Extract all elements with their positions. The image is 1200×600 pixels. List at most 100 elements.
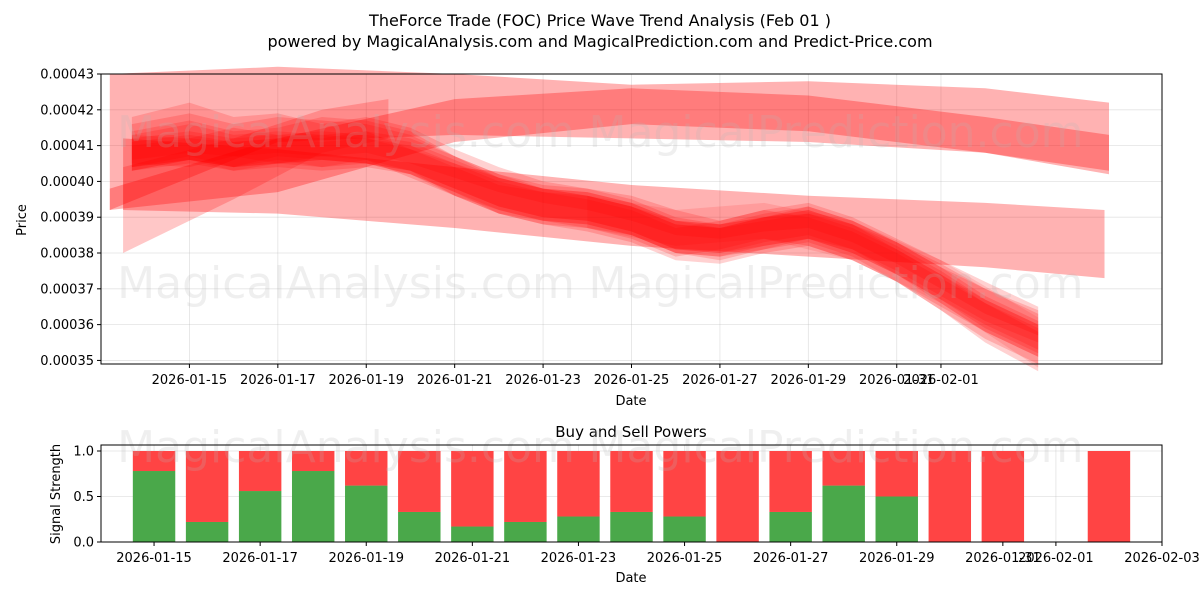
buy-bar xyxy=(610,511,653,542)
buy-sell-x-tick-label: 2026-01-19 xyxy=(328,551,404,566)
buy-bar xyxy=(822,485,865,542)
buy-sell-x-tick-label: 2026-01-31 xyxy=(965,551,1041,566)
price-wave-band-wave-b xyxy=(131,117,1039,357)
watermark-left-bottom: MagicalAnalysis.com xyxy=(117,422,575,473)
price-wave-band-wave-c xyxy=(131,113,1039,365)
price-x-axis: 2026-01-15 2026-01-17 2026-01-19 2026-01-21… xyxy=(152,364,979,388)
price-wave-band-long-upper-wave xyxy=(109,88,1110,210)
sell-bar xyxy=(981,451,1025,542)
buy-sell-x-tick-label: 2026-02-03 xyxy=(1124,551,1200,566)
price-y-tick-label: 0.00039 xyxy=(40,211,94,226)
chart-title-line2: powered by MagicalAnalysis.com and Magic… xyxy=(267,32,932,51)
buy-bar xyxy=(557,516,600,542)
price-wave-band-early-rise xyxy=(123,99,389,253)
buy-bar xyxy=(875,496,918,542)
price-x-tick-label: 2026-01-27 xyxy=(682,373,758,388)
price-chart-grid xyxy=(101,73,1162,364)
sell-bar xyxy=(663,451,706,517)
price-wave-bands xyxy=(109,66,1110,372)
buy-sell-x-tick-label: 2026-01-15 xyxy=(116,551,192,566)
price-wave-band-wave-h xyxy=(131,138,1039,336)
watermark-right-bottom: MagicalPrediction.com xyxy=(589,422,1084,473)
sell-bar xyxy=(398,451,441,512)
price-wave-band-wave-d xyxy=(131,124,1039,354)
price-wave-band-wide-wave-top xyxy=(109,66,1110,210)
sell-bar xyxy=(238,451,282,492)
buy-sell-y-axis: 0.0 0.5 1.0 xyxy=(73,445,101,551)
buy-sell-x-axis-label: Date xyxy=(615,571,646,586)
buy-bar xyxy=(291,471,335,542)
buy-sell-y-tick-label: 0.5 xyxy=(73,490,94,505)
watermark-left-top: MagicalAnalysis.com xyxy=(117,107,575,158)
price-x-axis-label: Date xyxy=(615,394,646,409)
price-y-tick-label: 0.00043 xyxy=(40,68,94,83)
price-wave-band-wave-a xyxy=(131,102,1039,372)
buy-sell-x-axis: 2026-01-15 2026-01-17 2026-01-19 2026-01-21… xyxy=(116,542,1200,566)
buy-sell-x-tick-label: 2026-01-23 xyxy=(541,551,617,566)
buy-sell-x-tick-label: 2026-02-01 xyxy=(1018,551,1094,566)
price-x-tick-label: 2026-01-31 xyxy=(859,373,935,388)
buy-sell-y-axis-label: Signal Strength xyxy=(49,444,64,544)
buy-sell-x-tick-label: 2026-01-25 xyxy=(647,551,723,566)
sell-bar xyxy=(451,451,494,527)
buy-sell-x-tick-label: 2026-01-27 xyxy=(753,551,829,566)
watermark-left-mid: MagicalAnalysis.com xyxy=(117,258,575,309)
sell-bar xyxy=(345,451,388,486)
buy-bar xyxy=(663,516,706,542)
buy-sell-x-tick-label: 2026-01-21 xyxy=(435,551,511,566)
price-wave-band-wave-e xyxy=(131,131,1039,350)
price-y-tick-label: 0.00036 xyxy=(40,318,94,333)
buy-sell-y-tick-label: 1.0 xyxy=(73,445,94,460)
buy-sell-bars xyxy=(132,451,1131,542)
sell-bar xyxy=(769,451,812,512)
buy-bar xyxy=(769,511,812,542)
price-x-tick-label: 2026-01-21 xyxy=(417,373,493,388)
price-x-tick-label: 2026-01-29 xyxy=(771,373,847,388)
buy-bar xyxy=(185,521,229,542)
price-y-axis-label: Price xyxy=(15,204,30,236)
price-y-tick-label: 0.00037 xyxy=(40,282,94,297)
price-y-tick-label: 0.00038 xyxy=(40,247,94,262)
price-y-tick-label: 0.00042 xyxy=(40,103,94,118)
price-wave-band-long-lower-wave xyxy=(123,138,1105,279)
buy-sell-chart-frame xyxy=(100,444,1163,543)
price-x-tick-label: 2026-01-19 xyxy=(328,373,404,388)
chart-title-line1: TheForce Trade (FOC) Price Wave Trend An… xyxy=(368,11,831,30)
sell-bar xyxy=(504,451,547,522)
sell-bar xyxy=(1087,451,1131,542)
buy-sell-x-tick-label: 2026-01-17 xyxy=(222,551,298,566)
sell-bar xyxy=(928,451,972,542)
price-wave-band-faint-lower-tail xyxy=(587,195,1039,368)
sell-bar xyxy=(822,451,865,486)
watermark-right-mid: MagicalPrediction.com xyxy=(589,258,1084,309)
buy-bar xyxy=(451,526,494,542)
buy-bar xyxy=(345,485,388,542)
price-y-tick-label: 0.00040 xyxy=(40,175,94,190)
price-y-tick-label: 0.00035 xyxy=(40,354,94,369)
price-wave-band-wave-f xyxy=(131,134,1039,343)
price-x-tick-label: 2026-02-01 xyxy=(903,373,979,388)
buy-bar xyxy=(238,491,282,542)
price-y-tick-label: 0.00041 xyxy=(40,139,94,154)
price-wave-band-wave-g xyxy=(131,127,1039,357)
sell-bar xyxy=(132,451,176,472)
buy-bar xyxy=(504,521,547,542)
sell-bar xyxy=(875,451,918,497)
price-x-tick-label: 2026-01-17 xyxy=(240,373,316,388)
buy-sell-y-tick-label: 0.0 xyxy=(73,536,94,551)
buy-sell-x-tick-label: 2026-01-29 xyxy=(859,551,935,566)
watermark-right-top: MagicalPrediction.com xyxy=(589,107,1084,158)
price-x-tick-label: 2026-01-23 xyxy=(505,373,581,388)
buy-bar xyxy=(132,471,176,542)
price-chart-panel: MagicalAnalysis.com MagicalPrediction.co… xyxy=(15,66,1163,409)
price-x-tick-label: 2026-01-15 xyxy=(152,373,228,388)
buy-sell-title: Buy and Sell Powers xyxy=(555,423,707,441)
sell-bar xyxy=(185,451,229,522)
sell-bar xyxy=(557,451,600,517)
sell-bar xyxy=(610,451,653,512)
buy-bar xyxy=(398,511,441,542)
sell-bar xyxy=(291,451,335,472)
price-x-tick-label: 2026-01-25 xyxy=(594,373,670,388)
price-y-axis: 0.00035 0.00036 0.00037 0.00038 0.00039 0.000… xyxy=(40,68,101,369)
